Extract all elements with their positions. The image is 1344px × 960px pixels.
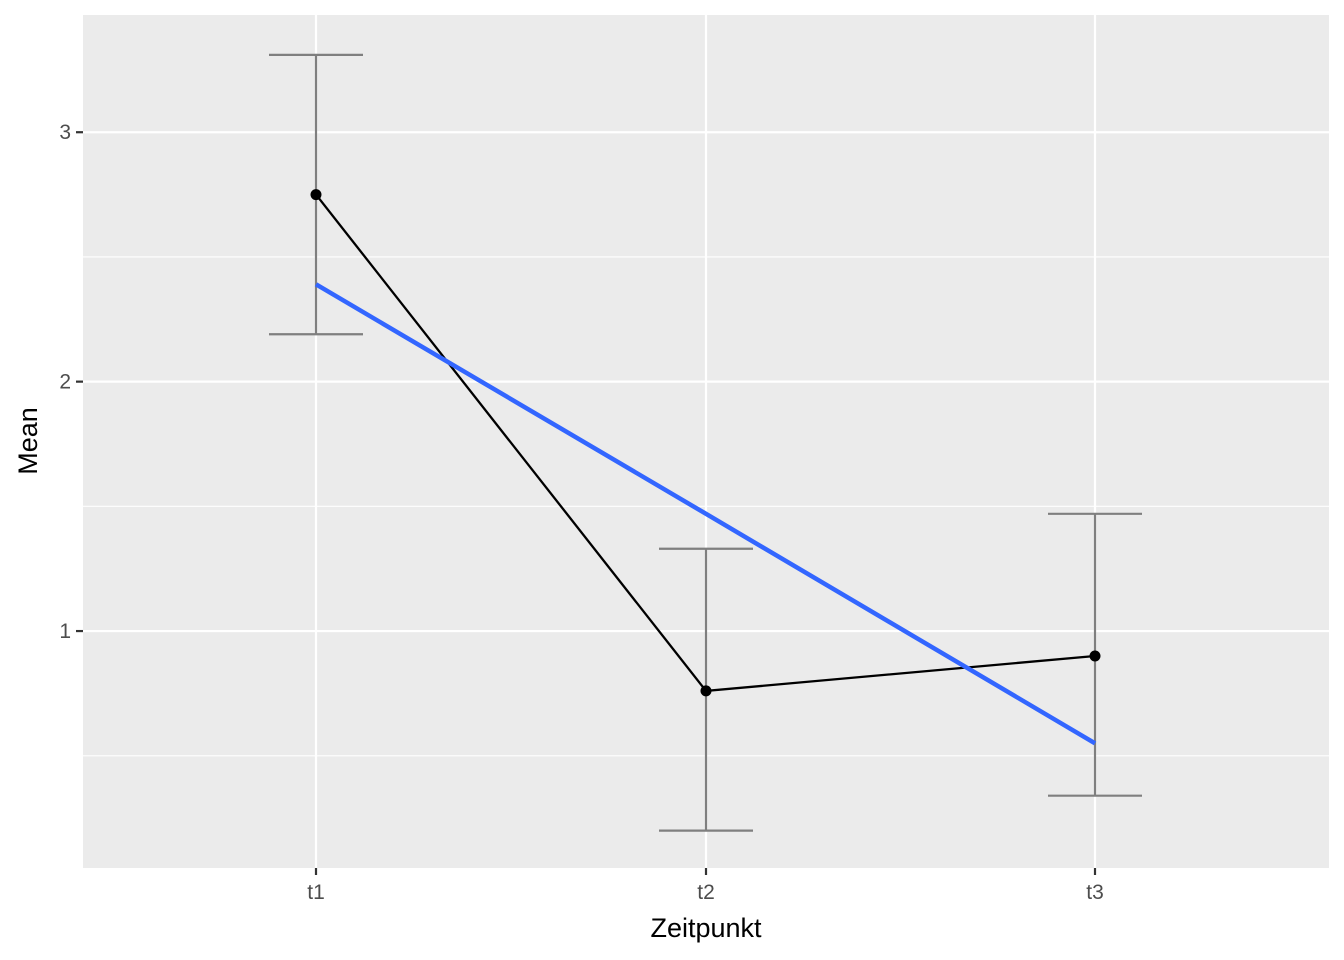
y-tick-label-1: 2 [59,371,71,394]
y-tick-label-2: 3 [59,121,71,144]
mean-points [310,189,1101,697]
x-axis-title: Zeitpunkt [650,913,762,943]
x-tick-label-t3: t3 [1086,881,1104,904]
y-axis: 1 2 3 [59,121,83,643]
mean-point-t3 [1089,650,1101,662]
linear-fit-line [314,282,1097,746]
y-tick-label-0: 1 [59,620,71,643]
x-axis: t1 t2 t3 [307,868,1104,904]
x-tick-label-t2: t2 [697,881,715,904]
y-axis-title: Mean [13,407,43,475]
fit-line [314,282,1097,746]
mean-point-t2 [700,685,712,697]
mean-point-t1 [310,189,322,201]
x-tick-label-t1: t1 [307,881,325,904]
